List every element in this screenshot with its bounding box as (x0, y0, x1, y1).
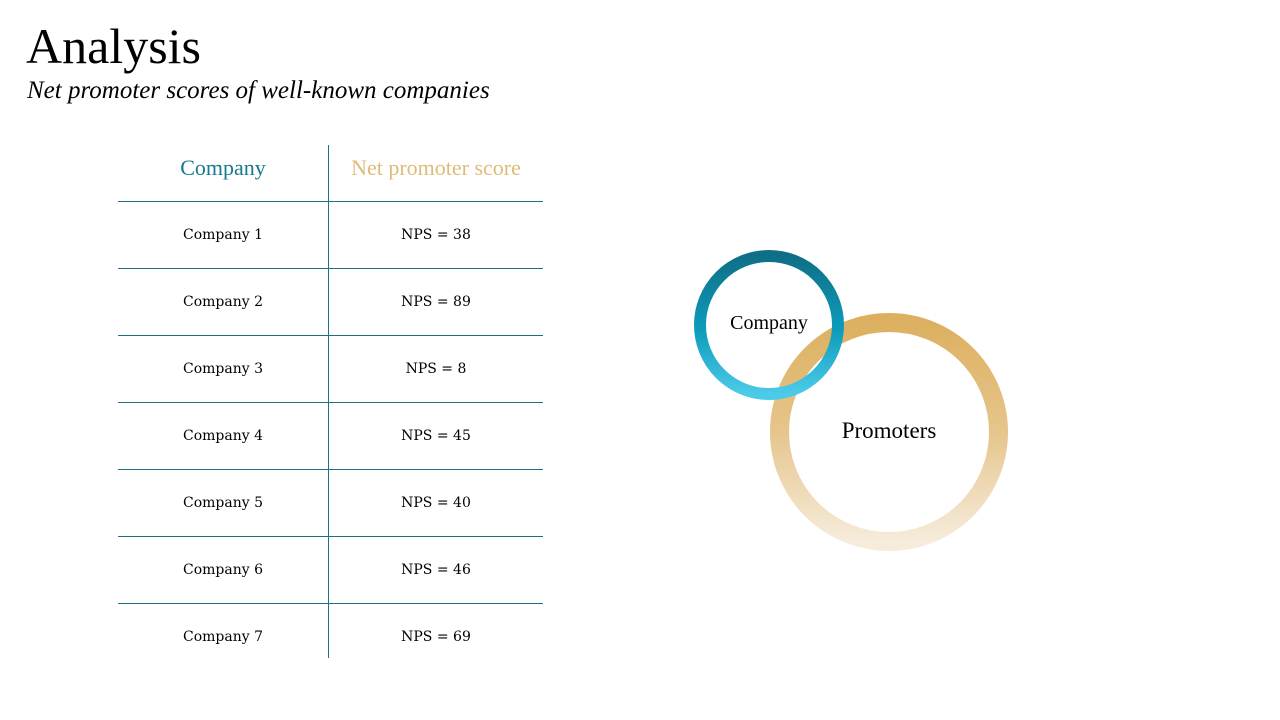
nps-table: Company Net promoter score Company 1 NPS… (118, 145, 543, 670)
company-cell: Company 5 (182, 495, 263, 511)
column-divider (328, 145, 329, 658)
nps-cell: NPS = 38 (401, 227, 471, 243)
page-subtitle: Net promoter scores of well-known compan… (27, 77, 490, 104)
company-ring (694, 250, 844, 400)
table-row: Company 7 NPS = 69 (118, 604, 543, 670)
table-row: Company 6 NPS = 46 (118, 537, 543, 604)
company-cell: Company 7 (182, 629, 263, 645)
venn-diagram: Company Promoters (680, 240, 1030, 570)
nps-cell: NPS = 89 (401, 294, 471, 310)
table-header-row: Company Net promoter score (118, 145, 543, 202)
column-header-nps: Net promoter score (351, 155, 521, 180)
table-row: Company 4 NPS = 45 (118, 403, 543, 470)
promoters-ring (770, 313, 1008, 551)
nps-cell: NPS = 46 (401, 562, 471, 578)
nps-cell: NPS = 69 (401, 629, 471, 645)
company-cell: Company 3 (182, 361, 263, 377)
company-cell: Company 4 (182, 428, 263, 444)
company-cell: Company 1 (182, 227, 263, 243)
table-row: Company 1 NPS = 38 (118, 202, 543, 269)
table-row: Company 5 NPS = 40 (118, 470, 543, 537)
nps-cell: NPS = 8 (405, 361, 467, 377)
company-cell: Company 2 (182, 294, 263, 310)
nps-cell: NPS = 40 (401, 495, 471, 511)
nps-cell: NPS = 45 (401, 428, 471, 444)
page-title: Analysis (26, 18, 201, 74)
venn-rings (694, 250, 1008, 551)
table-row: Company 2 NPS = 89 (118, 269, 543, 336)
company-circle-label: Company (730, 312, 808, 334)
table-row: Company 3 NPS = 8 (118, 336, 543, 403)
company-cell: Company 6 (182, 562, 263, 578)
promoters-circle-label: Promoters (841, 418, 937, 443)
column-header-company: Company (180, 155, 266, 180)
